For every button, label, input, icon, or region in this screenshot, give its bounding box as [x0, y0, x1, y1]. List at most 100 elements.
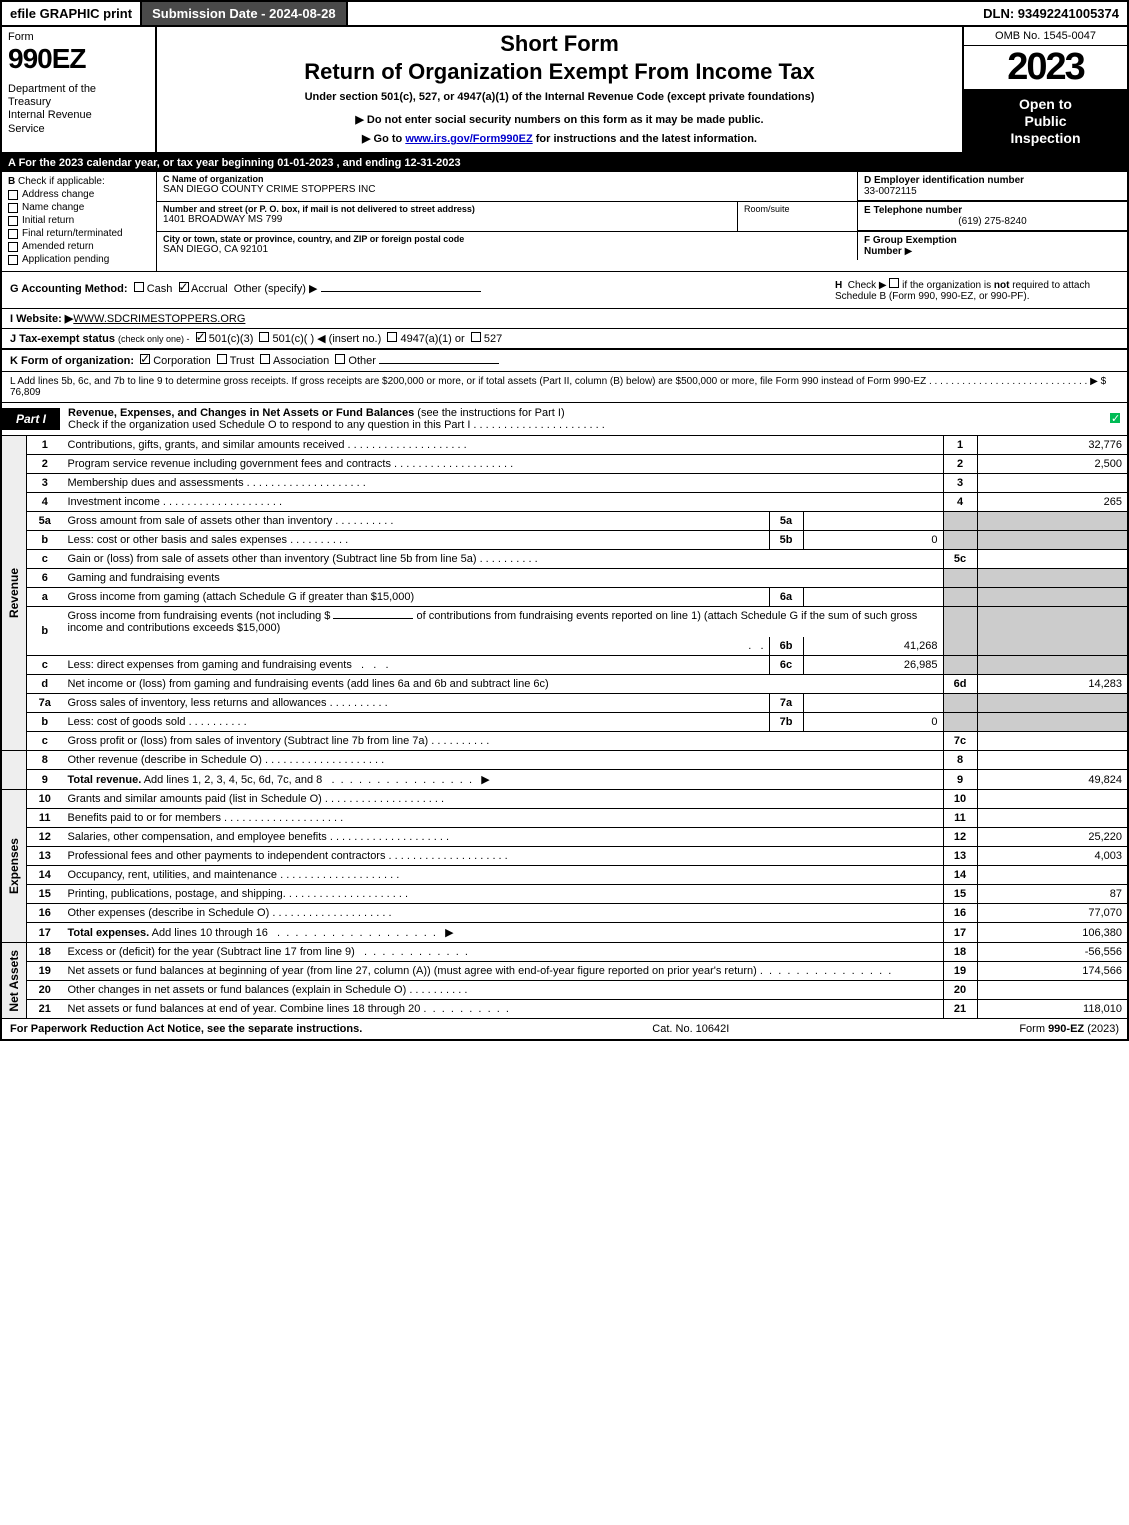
gross-receipts-value: 76,809 [10, 387, 41, 398]
chk-address-change[interactable]: Address change [8, 189, 150, 200]
net-assets-side-label: Net Assets [2, 943, 27, 1019]
line-17-value: 106,380 [977, 923, 1127, 943]
c-name-label: C Name of organization [163, 174, 851, 184]
form-page: efile GRAPHIC print Submission Date - 20… [0, 0, 1129, 1041]
line-13-value: 4,003 [977, 847, 1127, 866]
line-5a-value [803, 512, 943, 531]
form-header: Form 990EZ Department of theTreasuryInte… [2, 27, 1127, 154]
fundraising-contrib-input[interactable] [333, 618, 413, 619]
header-left: Form 990EZ Department of theTreasuryInte… [2, 27, 157, 152]
line-5c-value [977, 550, 1127, 569]
omb-number: OMB No. 1545-0047 [964, 27, 1127, 46]
city-label: City or town, state or province, country… [163, 234, 851, 244]
line-20-value [977, 981, 1127, 1000]
row-i-website: I Website: ▶WWW.SDCRIMESTOPPERS.ORG [2, 308, 1127, 328]
checkbox-icon [8, 229, 18, 239]
line-11-value [977, 809, 1127, 828]
expenses-side-label: Expenses [2, 790, 27, 943]
line-16-value: 77,070 [977, 904, 1127, 923]
line-6d-value: 14,283 [977, 675, 1127, 694]
form-title: Return of Organization Exempt From Incom… [165, 59, 954, 85]
form-subtitle: Under section 501(c), 527, or 4947(a)(1)… [165, 91, 954, 103]
checkbox-icon [8, 203, 18, 213]
tax-year: 2023 [964, 46, 1127, 90]
checkbox-icon[interactable] [387, 332, 397, 342]
line-9-value: 49,824 [977, 770, 1127, 790]
row-g: G Accounting Method: Cash Accrual Other … [10, 282, 819, 295]
footer-right: Form 990-EZ (2023) [1019, 1023, 1119, 1035]
lines-table: Revenue 1 Contributions, gifts, grants, … [2, 436, 1127, 1019]
line-19-value: 174,566 [977, 962, 1127, 981]
checkbox-icon [8, 242, 18, 252]
dln-label: DLN: 93492241005374 [975, 2, 1127, 25]
row-h: H Check ▶ if the organization is not req… [827, 272, 1127, 308]
chk-initial-return[interactable]: Initial return [8, 215, 150, 226]
checkbox-icon[interactable] [259, 332, 269, 342]
go-to-link-line: ▶ Go to www.irs.gov/Form990EZ for instru… [165, 132, 954, 145]
chk-amended-return[interactable]: Amended return [8, 241, 150, 252]
go-post: for instructions and the latest informat… [533, 133, 757, 145]
arrow-icon: ▶ [905, 246, 913, 257]
spacer [348, 2, 976, 25]
line-7a-value [803, 694, 943, 713]
line-1-value: 32,776 [977, 436, 1127, 455]
go-pre: ▶ Go to [362, 133, 405, 145]
chk-name-change[interactable]: Name change [8, 202, 150, 213]
header-center: Short Form Return of Organization Exempt… [157, 27, 962, 152]
ein-value: 33-0072115 [864, 186, 1121, 197]
line-6b-value: 41,268 [803, 637, 943, 656]
line-14-value [977, 866, 1127, 885]
short-form-title: Short Form [165, 31, 954, 57]
checkbox-icon [8, 216, 18, 226]
checkbox-icon[interactable] [889, 278, 899, 288]
revenue-side-label: Revenue [2, 436, 27, 751]
ssn-warning: ▶ Do not enter social security numbers o… [165, 113, 954, 126]
form-word: Form [8, 31, 149, 43]
page-footer: For Paperwork Reduction Act Notice, see … [2, 1019, 1127, 1039]
part-1-header: Part I Revenue, Expenses, and Changes in… [2, 403, 1127, 436]
submission-date: Submission Date - 2024-08-28 [142, 2, 348, 25]
section-c-container: C Name of organization SAN DIEGO COUNTY … [157, 172, 1127, 271]
street-value: 1401 BROADWAY MS 799 [163, 214, 731, 225]
b-text: Check if applicable: [18, 176, 105, 187]
section-b: B Check if applicable: Address change Na… [2, 172, 157, 271]
checkbox-checked-icon[interactable] [140, 354, 150, 364]
checkbox-icon [8, 190, 18, 200]
irs-link[interactable]: www.irs.gov/Form990EZ [405, 133, 532, 145]
b-label: B [8, 176, 15, 187]
checkbox-icon[interactable] [260, 354, 270, 364]
checkbox-icon[interactable] [217, 354, 227, 364]
footer-catalog: Cat. No. 10642I [362, 1023, 1019, 1035]
checkbox-checked-icon[interactable] [179, 282, 189, 292]
e-phone-label: E Telephone number [864, 205, 1121, 216]
street-label: Number and street (or P. O. box, if mail… [163, 204, 731, 214]
open-to-public: Open toPublicInspection [964, 90, 1127, 152]
chk-final-return[interactable]: Final return/terminated [8, 228, 150, 239]
city-value: SAN DIEGO, CA 92101 [163, 244, 851, 255]
line-21-value: 118,010 [977, 1000, 1127, 1019]
other-specify-input[interactable] [321, 291, 481, 292]
line-7b-value: 0 [803, 713, 943, 732]
chk-application-pending[interactable]: Application pending [8, 254, 150, 265]
checkbox-icon [8, 255, 18, 265]
line-15-value: 87 [977, 885, 1127, 904]
checkbox-icon[interactable] [471, 332, 481, 342]
part-1-tab: Part I [2, 408, 60, 430]
section-b-to-f: B Check if applicable: Address change Na… [2, 172, 1127, 272]
top-bar: efile GRAPHIC print Submission Date - 20… [2, 2, 1127, 27]
org-name: SAN DIEGO COUNTY CRIME STOPPERS INC [163, 184, 851, 195]
checkbox-icon[interactable] [134, 282, 144, 292]
part-1-schedule-o-check[interactable] [1103, 413, 1127, 426]
part-1-title: Revenue, Expenses, and Changes in Net As… [60, 403, 1103, 435]
website-value[interactable]: WWW.SDCRIMESTOPPERS.ORG [73, 313, 245, 325]
row-j-tax-exempt: J Tax-exempt status (check only one) - 5… [2, 328, 1127, 348]
checkbox-icon[interactable] [335, 354, 345, 364]
line-6c-value: 26,985 [803, 656, 943, 675]
header-right: OMB No. 1545-0047 2023 Open toPublicInsp… [962, 27, 1127, 152]
line-4-value: 265 [977, 493, 1127, 512]
other-org-input[interactable] [379, 363, 499, 364]
checkbox-checked-icon[interactable] [196, 332, 206, 342]
line-3-value [977, 474, 1127, 493]
department-label: Department of theTreasuryInternal Revenu… [8, 83, 149, 136]
line-2-value: 2,500 [977, 455, 1127, 474]
